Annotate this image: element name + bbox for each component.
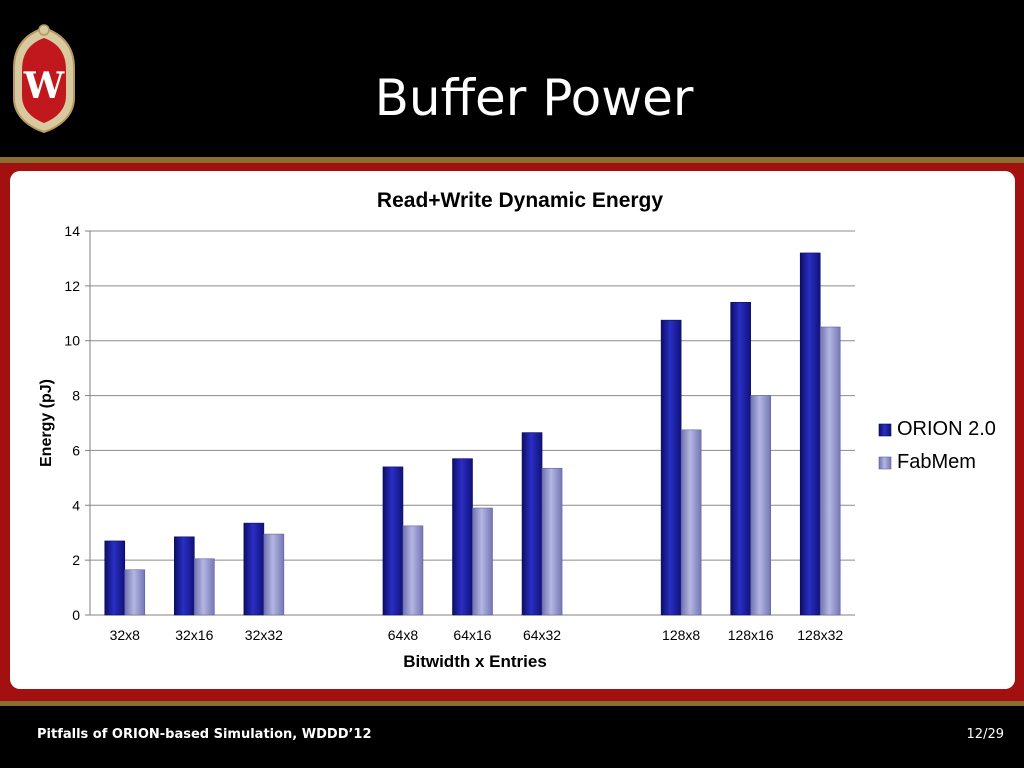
bar-fabmem-32x8 — [124, 569, 146, 616]
y-tick-label: 0 — [72, 607, 80, 623]
bar-orion-32x32 — [243, 522, 265, 616]
x-tick-label: 64x32 — [523, 627, 561, 643]
y-axis-label: Energy (pJ) — [38, 379, 55, 467]
x-tick-label: 128x8 — [662, 627, 700, 643]
x-tick-label: 128x16 — [728, 627, 774, 643]
y-tick-label: 10 — [64, 333, 80, 349]
bar-fabmem-64x8 — [402, 525, 424, 616]
slide-header: W Buffer Power — [0, 0, 1024, 158]
chart-bars — [104, 252, 841, 616]
y-tick-label: 14 — [64, 223, 80, 239]
bar-fabmem-64x32 — [541, 467, 563, 616]
x-tick-label: 32x8 — [110, 627, 141, 643]
university-crest-logo: W — [13, 24, 75, 134]
bar-fabmem-128x8 — [680, 429, 702, 616]
y-tick-label: 4 — [72, 497, 80, 513]
y-tick-label: 12 — [64, 278, 80, 294]
y-tick-label: 2 — [72, 552, 80, 568]
legend-swatch — [878, 456, 892, 470]
slide-footer: Pitfalls of ORION-based Simulation, WDDD… — [37, 727, 372, 742]
y-tick-label: 6 — [72, 442, 80, 458]
x-axis-label: Bitwidth x Entries — [403, 652, 547, 671]
legend-label: FabMem — [897, 451, 976, 473]
x-tick-label: 64x8 — [388, 627, 419, 643]
x-axis-ticks: 32x8 32x16 32x32 64x8 64x16 64x32 128x8 128x16 1… — [110, 627, 844, 643]
header-divider — [0, 157, 1024, 163]
x-tick-label: 32x16 — [175, 627, 213, 643]
bar-fabmem-32x32 — [263, 533, 285, 616]
legend-swatch — [878, 423, 892, 437]
bar-orion-128x16 — [730, 302, 751, 616]
bar-orion-64x32 — [521, 432, 543, 616]
x-tick-label: 64x16 — [453, 627, 491, 643]
bar-fabmem-128x16 — [750, 395, 771, 616]
page-number: 12/29 — [966, 727, 1004, 742]
crest-letter: W — [23, 65, 65, 107]
bar-chart: Read+Write Dynamic Energy 0 2 4 6 8 10 12 14 32… — [38, 189, 996, 671]
chart-title: Read+Write Dynamic Energy — [377, 189, 663, 212]
bar-orion-128x32 — [799, 252, 821, 616]
x-tick-label: 128x32 — [797, 627, 843, 643]
bar-fabmem-32x16 — [194, 558, 215, 616]
bar-orion-64x16 — [452, 458, 473, 616]
chart-panel: Read+Write Dynamic Energy 0 2 4 6 8 10 12 14 32… — [10, 171, 1015, 689]
chart-gridlines — [85, 230, 855, 616]
bar-orion-32x8 — [104, 540, 126, 616]
legend-label: ORION 2.0 — [897, 418, 996, 440]
bar-orion-32x16 — [174, 536, 195, 616]
y-axis-ticks: 0 2 4 6 8 10 12 14 — [64, 223, 80, 623]
x-tick-label: 32x32 — [245, 627, 283, 643]
y-tick-label: 8 — [72, 388, 80, 404]
bar-orion-128x8 — [660, 319, 682, 616]
footer-divider — [0, 701, 1024, 706]
chart-legend: ORION 2.0 FabMem — [878, 418, 996, 473]
bar-fabmem-128x32 — [819, 326, 841, 616]
bar-orion-64x8 — [382, 466, 404, 616]
slide-title: Buffer Power — [374, 69, 694, 127]
bar-fabmem-64x16 — [472, 507, 493, 616]
